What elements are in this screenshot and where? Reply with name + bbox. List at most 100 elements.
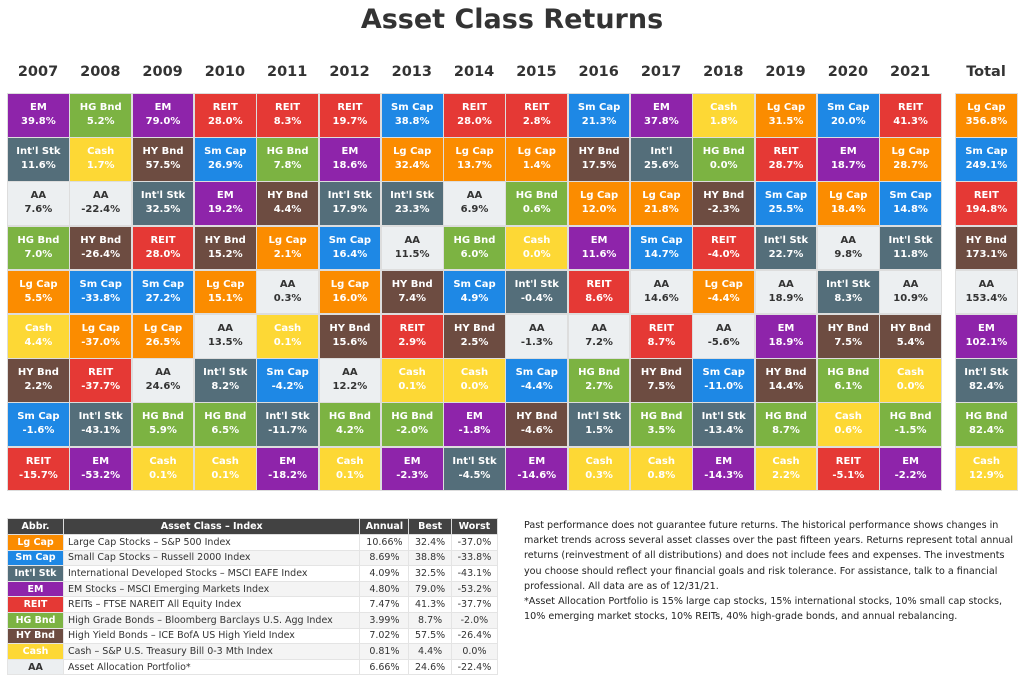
legend-asset-class: International Developed Stocks – MSCI EA…	[62, 565, 361, 582]
return-cell: HG Bnd 6.0%	[443, 225, 506, 271]
return-value: 7.5%	[834, 337, 863, 348]
return-cell: Sm Cap 249.1%	[955, 137, 1018, 182]
return-cell: Sm Cap 21.3%	[567, 93, 631, 138]
return-cell: AA 7.6%	[7, 181, 70, 227]
asset-label: EM	[653, 102, 670, 113]
return-cell: HG Bnd -2.0%	[380, 402, 444, 448]
asset-label: Sm Cap	[141, 278, 185, 290]
return-cell: Cash 4.4%	[7, 314, 70, 359]
return-cell: HY Bnd -2.3%	[692, 181, 756, 227]
asset-label: Lg Cap	[455, 146, 494, 158]
return-cell: AA 7.2%	[567, 314, 631, 359]
return-value: -37.7%	[81, 381, 121, 393]
return-cell: EM 18.7%	[816, 137, 880, 182]
legend-best: 32.4%	[408, 534, 452, 551]
return-value: 15.6%	[332, 337, 368, 348]
return-cell: Lg Cap 26.5%	[131, 314, 195, 359]
return-value: 8.3%	[834, 292, 863, 304]
return-cell: Int'l Stk -43.1%	[69, 402, 133, 448]
legend-annual: 3.99%	[359, 611, 410, 629]
return-cell: Int'l Stk 22.7%	[754, 225, 818, 271]
asset-label: Lg Cap	[81, 323, 120, 334]
return-cell: Int'l Stk -0.4%	[505, 269, 569, 315]
asset-label: Int'l Stk	[265, 411, 310, 423]
legend-worst: -33.8%	[450, 549, 499, 567]
return-cell: AA 18.9%	[754, 269, 818, 315]
asset-label: Lg Cap	[143, 323, 183, 334]
asset-label: HY Bnd	[329, 323, 371, 334]
legend-asset-class: Cash – S&P U.S. Treasury Bill 0-3 Mth In…	[62, 643, 361, 660]
asset-label: REIT	[399, 323, 425, 334]
legend-row: HG Bnd High Grade Bonds – Bloomberg Barcl…	[7, 611, 499, 629]
asset-label: Cash	[523, 234, 551, 246]
return-value: 18.4%	[830, 204, 866, 216]
legend-row: Sm Cap Small Cap Stocks – Russell 2000 In…	[7, 549, 499, 567]
return-value: 11.6%	[21, 160, 56, 172]
return-value: 13.5%	[207, 337, 243, 348]
return-value: 6.9%	[460, 204, 489, 216]
return-cell: Lg Cap 18.4%	[816, 181, 880, 227]
legend-header-cell: Asset Class – Index	[62, 518, 361, 535]
return-cell: REIT 41.3%	[879, 93, 942, 138]
return-cell: Cash 12.9%	[955, 446, 1018, 492]
return-cell: Sm Cap 26.9%	[193, 137, 257, 182]
return-value: 7.5%	[647, 381, 676, 393]
return-cell: Sm Cap -4.4%	[505, 358, 569, 403]
return-value: 38.8%	[394, 116, 430, 127]
return-cell: EM -2.2%	[879, 446, 942, 492]
return-value: -1.3%	[520, 337, 553, 348]
column-header: 2008	[80, 64, 121, 80]
asset-label: AA	[92, 190, 109, 202]
asset-label: EM	[902, 455, 919, 467]
return-value: 3.5%	[647, 425, 676, 437]
asset-label: REIT	[461, 102, 488, 113]
asset-label: REIT	[648, 323, 674, 334]
asset-label: Int'l Stk	[514, 278, 559, 290]
asset-label: REIT	[898, 102, 924, 113]
return-cell: EM -18.2%	[256, 446, 319, 492]
return-value: 28.7%	[768, 160, 804, 172]
asset-label: REIT	[212, 102, 238, 113]
legend-annual: 4.09%	[359, 565, 410, 582]
asset-label: Cash	[149, 455, 177, 467]
return-cell: EM 11.6%	[567, 225, 631, 271]
return-cell: Cash 0.0%	[879, 358, 942, 403]
asset-label: AA	[778, 278, 794, 290]
return-value: 0.3%	[273, 292, 302, 304]
asset-label: REIT	[773, 146, 799, 158]
asset-label: HG Bnd	[765, 411, 807, 423]
return-value: 356.8%	[965, 116, 1008, 127]
asset-label: EM	[92, 455, 110, 467]
return-cell: AA 14.6%	[630, 269, 693, 315]
asset-label: EM	[154, 102, 172, 113]
return-cell: Int'l Stk 17.9%	[318, 181, 382, 227]
column-header: 2013	[391, 64, 432, 80]
return-value: 7.0%	[24, 248, 53, 260]
return-value: -2.0%	[396, 425, 429, 437]
return-value: 18.9%	[768, 337, 804, 348]
asset-label: HG Bnd	[640, 411, 683, 423]
asset-label: Sm Cap	[764, 190, 808, 202]
return-cell: Lg Cap 2.1%	[256, 225, 319, 271]
return-value: -13.4%	[704, 425, 744, 437]
return-cell: EM -14.6%	[505, 446, 569, 492]
return-cell: Cash 0.1%	[256, 314, 319, 359]
asset-label: HG Bnd	[266, 146, 309, 158]
return-value: 8.6%	[585, 292, 613, 304]
return-cell: EM -53.2%	[69, 446, 133, 492]
legend-abbr: EM	[7, 580, 64, 598]
return-value: -43.1%	[81, 425, 121, 437]
return-value: 19.2%	[207, 204, 243, 216]
return-cell: EM -14.3%	[692, 446, 756, 492]
asset-label: Cash	[710, 102, 738, 113]
return-cell: Cash 0.0%	[505, 225, 569, 271]
return-value: 5.9%	[149, 425, 177, 437]
asset-label: Int'l Stk	[826, 278, 871, 290]
return-value: 18.6%	[332, 160, 368, 172]
return-value: 10.9%	[893, 292, 928, 304]
return-value: 0.0%	[709, 160, 738, 172]
return-cell: REIT 19.7%	[318, 93, 382, 138]
return-cell: AA -5.6%	[692, 314, 756, 359]
asset-label: Cash	[897, 367, 925, 379]
return-value: 5.5%	[24, 292, 53, 304]
